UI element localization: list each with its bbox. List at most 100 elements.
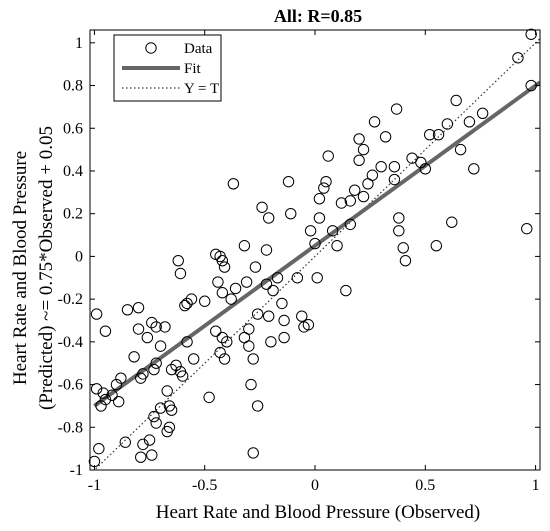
data-point <box>344 195 356 207</box>
x-tick-label: -0.5 <box>192 477 217 494</box>
data-point <box>150 321 162 333</box>
data-point <box>97 387 109 399</box>
data-point <box>218 353 231 365</box>
data-point <box>302 319 315 331</box>
data-point <box>388 160 401 173</box>
data-point <box>159 321 171 333</box>
data-point <box>415 156 427 169</box>
data-point <box>172 254 184 267</box>
y-tick-label: -0.6 <box>58 377 83 394</box>
y-tick-label: 0 <box>75 248 83 265</box>
data-point <box>512 52 524 64</box>
data-point <box>260 244 273 256</box>
data-point <box>216 287 229 299</box>
data-point <box>340 284 352 297</box>
data-point <box>326 225 339 237</box>
data-point <box>278 314 290 327</box>
fit-line <box>93 80 540 408</box>
data-point <box>174 267 187 280</box>
data-point <box>247 353 259 365</box>
data-point <box>95 400 107 412</box>
data-point <box>176 370 189 382</box>
data-point <box>165 363 178 376</box>
data-point <box>135 372 147 384</box>
data-point <box>393 225 405 237</box>
data-point <box>353 154 365 166</box>
fit-line-layer <box>93 80 540 408</box>
data-point <box>463 116 476 128</box>
identity-line <box>93 38 540 470</box>
data-point <box>399 254 412 267</box>
data-point <box>335 197 348 209</box>
data-point <box>349 184 361 196</box>
data-point <box>221 336 233 348</box>
data-point <box>393 212 405 224</box>
data-point <box>185 293 198 305</box>
data-point <box>238 240 251 252</box>
chart-title: All: R=0.85 <box>274 6 362 26</box>
data-point <box>216 331 229 344</box>
y-tick-label: -0.2 <box>58 291 83 308</box>
data-point <box>388 173 401 186</box>
y-axis-label-line1: Heart Rate and Blood Pressure <box>10 151 31 385</box>
data-point <box>150 357 162 369</box>
y-tick-label: 0.8 <box>63 78 83 95</box>
data-point <box>265 336 277 348</box>
data-point <box>154 402 167 414</box>
data-point <box>161 385 173 397</box>
y-axis-label-line2: (Predicted) ~= 0.75*Observed + 0.05 <box>36 126 57 410</box>
data-point <box>90 383 103 395</box>
data-point <box>291 272 304 284</box>
data-point <box>150 417 162 429</box>
data-point <box>93 442 105 455</box>
data-point <box>137 438 149 451</box>
data-point <box>430 240 443 252</box>
data-point <box>262 212 275 224</box>
data-point <box>397 242 409 254</box>
data-point <box>353 133 365 145</box>
data-point <box>432 128 445 141</box>
x-axis-label: Heart Rate and Blood Pressure (Observed) <box>156 502 480 523</box>
data-point <box>181 336 193 348</box>
data-point <box>240 276 253 288</box>
data-point <box>225 293 237 305</box>
data-point <box>135 451 147 463</box>
data-point <box>218 261 231 273</box>
data-point <box>216 254 229 267</box>
plot-background <box>90 30 540 470</box>
legend-label: Data <box>184 41 213 57</box>
data-point <box>311 272 323 284</box>
data-point <box>247 447 259 459</box>
y-tick-label: 0.4 <box>63 163 83 180</box>
data-point <box>148 410 160 423</box>
data-point <box>212 276 224 288</box>
data-point <box>161 425 173 438</box>
data-point <box>446 216 458 228</box>
data-point <box>143 434 156 446</box>
data-point <box>99 325 112 337</box>
data-point <box>525 28 537 40</box>
x-tick-label: 0.5 <box>415 477 435 494</box>
data-point <box>110 378 123 391</box>
data-point <box>260 278 273 290</box>
y-tick-label: -0.8 <box>58 419 83 436</box>
data-point <box>245 378 257 391</box>
data-point <box>121 304 134 316</box>
data-point <box>278 331 290 344</box>
data-point <box>271 272 284 284</box>
data-point <box>128 351 140 363</box>
x-tick-label: 0 <box>311 477 319 494</box>
data-point <box>304 225 317 237</box>
y-tick-label: 0.6 <box>63 120 83 137</box>
data-point <box>132 301 145 314</box>
x-tick-label: 1 <box>532 477 540 494</box>
data-point <box>379 131 392 143</box>
data-point <box>419 163 431 175</box>
data-point <box>119 436 131 448</box>
y-tick-label: -1 <box>70 462 83 479</box>
data-point <box>424 128 436 141</box>
data-point <box>313 212 326 224</box>
data-point <box>199 295 211 307</box>
data-point <box>187 353 200 365</box>
